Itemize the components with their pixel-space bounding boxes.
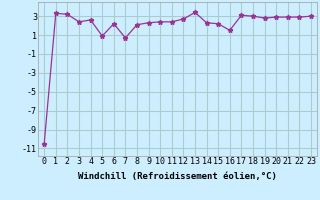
X-axis label: Windchill (Refroidissement éolien,°C): Windchill (Refroidissement éolien,°C) — [78, 172, 277, 181]
